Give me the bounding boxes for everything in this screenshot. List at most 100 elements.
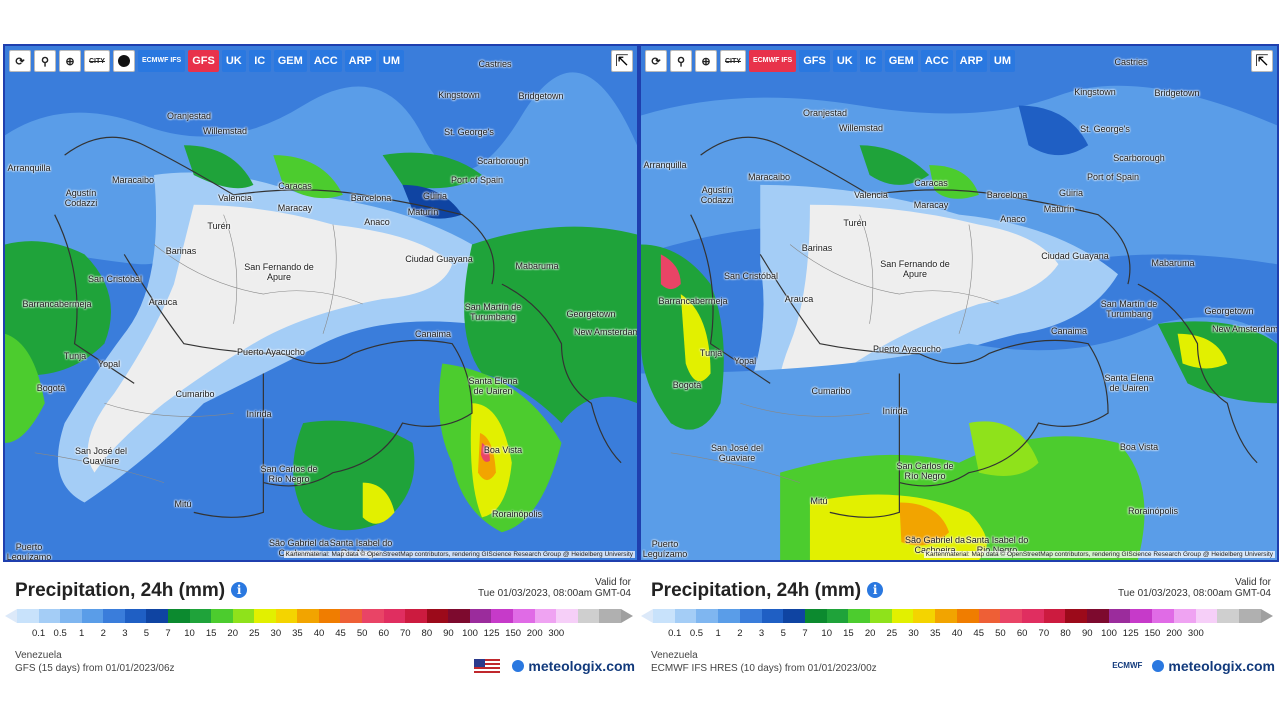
model-button-ic[interactable]: IC	[859, 50, 882, 72]
scale-swatch	[1000, 609, 1022, 623]
scale-tick-label: 0.1	[31, 628, 46, 639]
scale-tick-label: 150	[1144, 628, 1161, 639]
ecmwf-panel: ⟳ ⚲ ⊕ CITY ECMWF IFS GFS UK IC GEM ACC A…	[639, 44, 1279, 684]
city-label: Güiria	[422, 191, 448, 201]
city-label: Ciudad Guayana	[1041, 251, 1109, 261]
city-label: Barcelona	[350, 193, 392, 203]
model-button-uk[interactable]: UK	[832, 50, 857, 72]
scale-swatch	[556, 609, 578, 623]
scale-tick-label: 90	[443, 628, 454, 639]
scale-tick-label: 1	[79, 628, 85, 639]
scale-swatch	[340, 609, 362, 623]
city-label: Barrancabermeja	[658, 296, 728, 306]
city-label: Port of Spain	[450, 175, 504, 185]
model-button-gfs[interactable]: GFS	[799, 50, 830, 72]
city-toggle-button[interactable]: CITY	[720, 50, 746, 72]
city-label: San Cristóbal	[87, 274, 143, 284]
info-icon[interactable]: i	[231, 582, 248, 598]
city-label: Port of Spain	[1086, 172, 1140, 182]
scale-tick-label: 20	[227, 628, 238, 639]
city-label: Canaima	[414, 329, 452, 339]
scale-tick-label: 0.5	[53, 628, 67, 639]
model-button-ecmwf-ifs[interactable]: ECMWF IFS	[137, 50, 186, 72]
city-label: Arauca	[784, 294, 814, 304]
info-icon[interactable]: i	[867, 582, 884, 598]
zoom-icon[interactable]: ⊕	[59, 50, 81, 72]
refresh-icon[interactable]: ⟳	[645, 50, 667, 72]
scale-swatch	[826, 609, 849, 623]
color-scale	[5, 609, 633, 623]
model-button-acc[interactable]: ACC	[920, 50, 953, 72]
scale-tick-label: 2	[737, 628, 743, 639]
city-label: Maracay	[277, 203, 313, 213]
map-canvas	[5, 46, 637, 560]
scale-tick-label: 200	[1166, 628, 1183, 639]
scale-tick-label: 100	[1101, 628, 1117, 639]
scale-swatch	[17, 609, 39, 623]
scale-swatch	[956, 609, 979, 623]
scale-swatch	[804, 609, 827, 623]
model-button-arp[interactable]: ARP	[344, 50, 376, 72]
city-label: Tunja	[63, 351, 87, 361]
city-label: Barcelona	[986, 190, 1028, 200]
scale-swatch	[653, 609, 675, 623]
dark-mode-icon[interactable]	[112, 50, 135, 72]
city-label: Boa Vista	[483, 445, 523, 455]
precipitation-map-ecmwf[interactable]: ⟳ ⚲ ⊕ CITY ECMWF IFS GFS UK IC GEM ACC A…	[639, 44, 1279, 562]
scale-swatch	[383, 609, 406, 623]
model-button-acc[interactable]: ACC	[309, 50, 342, 72]
region-label: Venezuela	[651, 650, 698, 661]
city-toggle-button[interactable]: CITY	[84, 50, 110, 72]
scale-tick-label: 60	[1016, 628, 1028, 639]
city-label: San Carlos de Río Negro	[260, 464, 318, 484]
scale-swatch	[491, 609, 513, 623]
precipitation-map-gfs[interactable]: ⟳ ⚲ ⊕ CITY ECMWF IFS GFS UK IC GEM ACC A…	[3, 44, 639, 562]
location-pin-icon[interactable]: ⚲	[34, 50, 56, 72]
city-label: Boa Vista	[1119, 442, 1159, 452]
city-label: San Martín de Turumbang	[1100, 299, 1158, 319]
valid-time: Valid for Tue 01/03/2023, 08:00am GMT-04	[1117, 577, 1271, 599]
scale-tick-label: 200	[526, 628, 543, 639]
globe-icon	[512, 660, 525, 672]
refresh-icon[interactable]: ⟳	[9, 50, 31, 72]
city-label: Güiria	[1058, 188, 1084, 198]
scale-swatch	[761, 609, 784, 623]
gfs-panel: ⟳ ⚲ ⊕ CITY ECMWF IFS GFS UK IC GEM ACC A…	[3, 44, 639, 684]
globe-icon	[1152, 660, 1165, 672]
city-label: Oranjestad	[166, 111, 212, 121]
city-label: Turén	[207, 221, 231, 231]
city-label: Cumaribo	[811, 386, 851, 396]
model-button-ecmwf-ifs[interactable]: ECMWF IFS	[748, 50, 797, 72]
share-icon[interactable]: ⇱	[611, 50, 633, 72]
city-label: Bogotá	[36, 383, 66, 393]
brand-logo[interactable]: ECMWF meteologix.com	[1112, 658, 1275, 674]
model-button-um[interactable]: UM	[989, 50, 1015, 72]
model-button-um[interactable]: UM	[378, 50, 404, 72]
scale-tick-label: 70	[1038, 628, 1050, 639]
model-button-gem[interactable]: GEM	[273, 50, 307, 72]
location-pin-icon[interactable]: ⚲	[670, 50, 692, 72]
scale-swatch	[405, 609, 427, 623]
city-label: Georgetown	[1204, 306, 1254, 316]
model-button-gfs[interactable]: GFS	[188, 50, 219, 72]
model-button-uk[interactable]: UK	[221, 50, 246, 72]
city-label: Puerto Ayacucho	[873, 344, 941, 354]
map-canvas	[641, 46, 1277, 560]
model-button-ic[interactable]: IC	[248, 50, 271, 72]
scale-tick-label: 100	[462, 628, 478, 639]
zoom-icon[interactable]: ⊕	[695, 50, 717, 72]
scale-swatch	[362, 609, 384, 623]
scale-swatch	[599, 609, 621, 623]
city-label: Inírida	[246, 409, 272, 419]
city-label: Arauca	[148, 297, 178, 307]
model-button-arp[interactable]: ARP	[955, 50, 987, 72]
map-attribution: Kartenmaterial: Map data © OpenStreetMap…	[283, 551, 635, 558]
scale-swatch	[1065, 609, 1088, 623]
city-label: Valencia	[854, 190, 888, 200]
scale-tick-label: 1	[715, 628, 721, 639]
scale-tick-label: 40	[951, 628, 963, 639]
model-button-gem[interactable]: GEM	[884, 50, 918, 72]
brand-logo[interactable]: meteologix.com	[474, 658, 635, 674]
share-icon[interactable]: ⇱	[1251, 50, 1273, 72]
city-label: Maracaibo	[747, 172, 791, 182]
